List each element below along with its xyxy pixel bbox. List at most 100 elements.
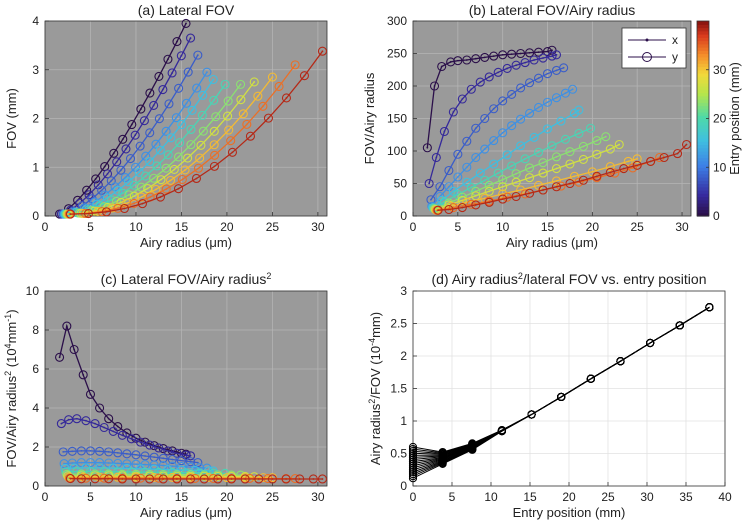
colorbar-segment: [697, 128, 709, 133]
colorbar-tick-label: 20: [713, 112, 727, 126]
series-entry-7.6-dot: [80, 450, 83, 452]
series-entry-7.6-marker: [480, 113, 490, 124]
series-entry-38-dot: [663, 156, 665, 159]
series-entry-22.8-dot: [604, 135, 607, 138]
series-entry-38-marker: [308, 474, 318, 484]
series-entry-38-marker: [119, 203, 130, 214]
series-entry-26.6-dot: [515, 181, 518, 184]
series-entry-38-marker: [155, 192, 166, 202]
series-entry-0-marker: [118, 134, 128, 144]
series-entry-3.8-dot: [161, 88, 164, 91]
series-entry-22.8-dot: [528, 167, 531, 169]
series-entry-22.8-dot: [239, 83, 242, 86]
series-entry-34.2-dot: [117, 207, 119, 210]
series-entry-3.8-dot: [470, 88, 473, 91]
series-entry-11.4-marker: [507, 121, 517, 131]
series-entry-3.8-dot: [488, 76, 491, 78]
x-axis-label: Airy radius (μm): [140, 505, 232, 520]
series-entry-22.8-dot: [595, 139, 598, 142]
series-entry-38-line: [438, 144, 687, 211]
series-entry-38-dot: [141, 202, 144, 205]
series-entry-30.4-dot: [591, 170, 594, 173]
series-entry-26.6-dot: [253, 81, 256, 83]
series-entry-7.6-dot: [100, 189, 103, 192]
series-entry-15.2-dot: [98, 466, 101, 469]
series-entry-3.8-dot: [461, 98, 464, 100]
series-entry-26.6-dot: [542, 172, 544, 175]
series-entry-22.8-dot: [177, 156, 180, 158]
series-entry-3.8-marker: [185, 451, 196, 461]
series-entry-34.2-marker: [226, 136, 236, 146]
series-entry-7.6-dot: [519, 87, 522, 89]
series-entry-7.6-dot: [71, 450, 74, 453]
series-entry-38-marker: [538, 185, 548, 195]
series-entry-3.8-dot: [515, 64, 518, 67]
y-tick-label: 3: [32, 63, 39, 77]
series-entry-30.4-dot: [256, 95, 259, 98]
x-tick-label: 25: [631, 220, 645, 234]
series-entry-7.6-marker: [104, 447, 114, 457]
series-entry-30.4-dot: [609, 165, 612, 168]
series-entry-11.4-marker: [67, 458, 77, 468]
series-entry-7.6-dot: [196, 461, 199, 464]
series-entry-38-dot: [569, 182, 571, 185]
colorbar-segment: [697, 196, 709, 201]
series-entry-11.4-dot: [185, 102, 188, 105]
series-entry-11.4-dot: [171, 465, 174, 468]
series-entry-30.4-marker: [605, 162, 615, 172]
x-tick-label: 15: [175, 220, 189, 234]
colorbar-segment: [697, 30, 709, 35]
series-entry-15.2-dot: [148, 160, 151, 163]
panel-d: 0 5 10 15 20 25 30 35 40 0 0.5 1 1.5 2 2.5 3 (d) Airy ra…: [367, 271, 732, 520]
series-entry-26.6-dot: [569, 163, 571, 165]
series-entry-3.8-dot: [497, 71, 500, 74]
series-entry-7.6-marker: [135, 141, 145, 151]
series-entry-3.8-marker: [167, 68, 177, 78]
series-entry-3.8-marker: [431, 152, 441, 163]
series-entry-7.6-marker: [444, 165, 454, 176]
series-entry-38-dot: [685, 143, 688, 146]
series-entry-0-marker: [136, 104, 146, 114]
series-entry-19-marker: [197, 110, 207, 120]
series-entry-22.8-marker: [111, 196, 122, 206]
series-entry-7.6-dot: [158, 117, 161, 120]
x-axis-label: Airy radius (μm): [506, 235, 598, 250]
series-entry-11.4-dot: [555, 96, 558, 99]
series-entry-15.2-marker: [176, 119, 187, 130]
axes-frame: [44, 20, 328, 217]
series-entry-38-dot: [94, 477, 96, 480]
series-entry-15.2-marker: [155, 145, 165, 155]
series-entry-19-marker: [220, 79, 230, 89]
series-marker: [408, 474, 418, 483]
series-entry-0-marker: [516, 48, 526, 59]
series-entry-26.6-dot: [582, 158, 585, 161]
series-marker: [616, 357, 625, 366]
colorbar-tick-label: 0: [713, 209, 720, 223]
series-entry-38-dot: [298, 478, 301, 480]
series-entry-7.6-dot: [474, 127, 477, 130]
series-entry-30.4-dot: [555, 180, 558, 182]
series-entry-0-dot: [440, 65, 443, 68]
series-entry-11.4-marker: [453, 172, 463, 182]
series-entry-15.2-dot: [573, 112, 576, 115]
series-entry-30.4-marker: [258, 473, 268, 483]
series-marker: [408, 472, 418, 481]
series-entry-15.2-dot: [560, 120, 562, 122]
series-entry-30.4-marker: [64, 472, 74, 482]
series-entry-15.2-marker: [489, 159, 499, 169]
y-tick-label: 1: [400, 414, 407, 428]
series-entry-0-dot: [501, 53, 504, 56]
colorbar-segment: [697, 92, 709, 97]
series-entry-11.4-dot: [519, 118, 522, 121]
series-entry-7.6-marker: [95, 446, 105, 456]
colorbar-segment: [697, 144, 709, 149]
series-entry-0-dot: [185, 22, 187, 25]
series-entry-11.4-dot: [162, 464, 165, 467]
x-tick-label: 30: [311, 490, 325, 504]
series-entry-30.4-dot: [111, 207, 114, 209]
series-entry-0-marker: [181, 18, 191, 28]
series-entry-38-dot: [257, 478, 260, 480]
x-tick-label: 10: [129, 490, 143, 504]
series-entry-22.8-line: [434, 136, 607, 210]
series-entry-22.8-dot: [542, 161, 544, 164]
